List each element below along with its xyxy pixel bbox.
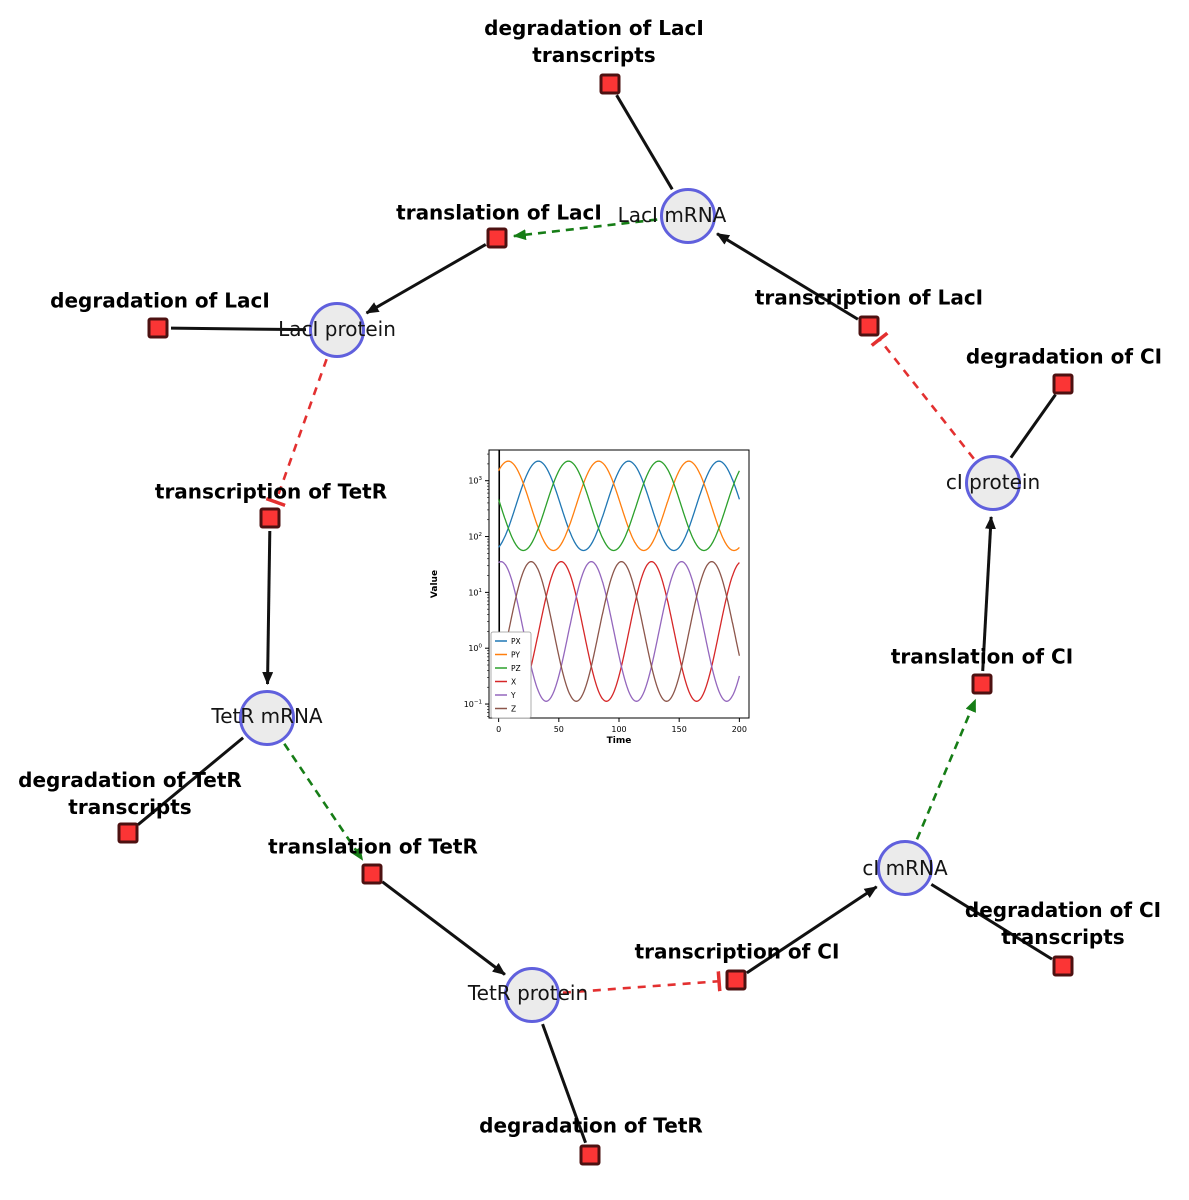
edge-LacI_mRNA-transl_LacI-modifier (512, 218, 658, 241)
reaction-node-transl_TetR[interactable] (361, 863, 383, 885)
chart-legend-label-PX: PX (511, 637, 521, 646)
reaction-node-transl_LacI[interactable] (486, 227, 508, 249)
species-node-TetR_mRNA[interactable] (239, 690, 295, 746)
chart-legend-label-Y: Y (510, 691, 516, 700)
chart-series-Y (498, 561, 741, 702)
chart-y-tick-label: 10−1 (464, 700, 482, 710)
reaction-label-deg_TetR_tx: degradation of TetR transcripts (18, 768, 242, 819)
edge-LacI_protein-txn_TetR-inhibition (265, 358, 328, 507)
chart-series-PZ (497, 460, 740, 552)
chart-legend-label-PY: PY (511, 650, 520, 659)
reaction-node-deg_TetR[interactable] (579, 1144, 601, 1166)
species-node-LacI_protein[interactable] (309, 302, 365, 358)
reaction-node-deg_CI_tx[interactable] (1052, 955, 1074, 977)
reaction-node-deg_TetR_tx[interactable] (117, 822, 139, 844)
reaction-node-deg_CI[interactable] (1052, 373, 1074, 395)
chart-series-PX (498, 460, 741, 552)
edge-TetR_protein-txn_CI-inhibition (562, 971, 722, 995)
reaction-label-transl_LacI: translation of LacI (396, 200, 602, 225)
reaction-node-txn_CI[interactable] (725, 969, 747, 991)
edge-txn_TetR-TetR_mRNA-production (262, 530, 274, 686)
chart-legend-label-PZ: PZ (511, 664, 521, 673)
edge-cI_mRNA-deg_CI_tx-consumption (930, 883, 1053, 961)
species-label-TetR_mRNA: TetR mRNA (211, 704, 323, 728)
reaction-node-txn_TetR[interactable] (259, 507, 281, 529)
reaction-label-transl_CI: translation of CI (890, 644, 1074, 669)
edge-LacI_mRNA-deg_LacI_tx-consumption (615, 94, 674, 191)
timecourse-chart-plot: 10−1 100 101 102 103 0 50 100 150 200 PX PY PZ XYZ (464, 449, 750, 734)
chart-y-tick-label: 101 (468, 588, 482, 598)
chart-y-tick-label: 102 (468, 532, 482, 542)
species-node-TetR_protein[interactable] (504, 967, 560, 1023)
chart-x-tick-label: 200 (732, 725, 747, 734)
chart-x-tick-label: 0 (496, 725, 501, 734)
chart-x-tick-label: 150 (672, 725, 687, 734)
edge-cI_protein-deg_CI-consumption (1009, 393, 1057, 459)
chart-y-tick-label: 100 (468, 644, 482, 654)
reaction-label-deg_LacI: degradation of LacI (50, 288, 270, 313)
chart-series-X (497, 561, 740, 702)
species-label-cI_mRNA: cI mRNA (862, 856, 948, 880)
species-node-cI_mRNA[interactable] (877, 840, 933, 896)
edge-LacI_protein-deg_LacI-consumption (170, 326, 307, 332)
species-node-LacI_mRNA[interactable] (660, 188, 716, 244)
reaction-label-deg_LacI_tx: degradation of LacI transcripts (484, 16, 704, 67)
chart-y-axis-label: Value (430, 569, 441, 599)
species-label-cI_protein: cI protein (945, 470, 1041, 494)
species-label-TetR_protein: TetR protein (467, 981, 589, 1005)
edge-txn_LacI-LacI_mRNA-production (716, 232, 859, 321)
chart-series-Z (497, 561, 741, 702)
reaction-node-deg_LacI[interactable] (147, 317, 169, 339)
edge-cI_mRNA-transl_CI-modifier (915, 698, 977, 840)
chart-legend-label-Z: Z (511, 704, 516, 713)
edge-TetR_mRNA-deg_TetR_tx-consumption (137, 736, 245, 826)
reaction-label-deg_TetR: degradation of TetR (479, 1113, 703, 1138)
reaction-label-deg_CI_tx: degradation of CI transcripts (964, 898, 1162, 949)
edge-txn_CI-cI_mRNA-production (746, 885, 878, 975)
reaction-node-deg_LacI_tx[interactable] (599, 73, 621, 95)
reaction-label-txn_CI: transcription of CI (634, 939, 840, 964)
edge-transl_TetR-TetR_protein-production (381, 880, 506, 976)
chart-legend-box (490, 631, 532, 719)
reaction-node-transl_CI[interactable] (971, 673, 993, 695)
reaction-node-txn_LacI[interactable] (858, 315, 880, 337)
edge-transl_LacI-LacI_protein-production (365, 243, 487, 315)
reaction-label-txn_TetR: transcription of TetR (154, 479, 388, 504)
edge-transl_CI-cI_protein-production (981, 515, 996, 672)
chart-y-tick-label: 103 (468, 476, 482, 486)
reaction-label-deg_CI: degradation of CI (965, 344, 1163, 369)
species-label-LacI_mRNA: LacI mRNA (617, 203, 727, 227)
chart-x-tick-label: 100 (611, 725, 626, 734)
chart-x-axis-label: Time (606, 736, 632, 746)
chart-x-tick-label: 50 (554, 725, 564, 734)
edge-cI_protein-txn_LacI-inhibition (870, 331, 975, 460)
chart-legend-label-X: X (511, 677, 516, 686)
timecourse-chart: 10−1 100 101 102 103 0 50 100 150 200 PX PY PZ X Y Z Ti… (425, 440, 775, 765)
edge-TetR_protein-deg_TetR-consumption (541, 1023, 587, 1144)
species-node-cI_protein[interactable] (965, 455, 1021, 511)
reaction-label-transl_TetR: translation of TetR (268, 834, 478, 859)
edge-TetR_mRNA-transl_TetR-modifier (283, 742, 364, 861)
chart-series-PY (498, 460, 740, 552)
species-label-LacI_protein: LacI protein (278, 317, 396, 341)
reaction-label-txn_LacI: transcription of LacI (754, 285, 984, 310)
